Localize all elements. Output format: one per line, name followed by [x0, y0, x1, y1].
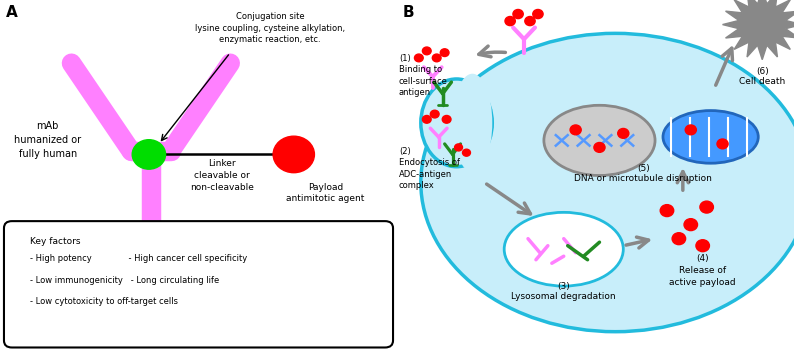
Text: (2)
Endocytosis of
ADC-antigen
complex: (2) Endocytosis of ADC-antigen complex — [399, 147, 460, 190]
Circle shape — [414, 54, 423, 62]
Circle shape — [525, 16, 535, 26]
Circle shape — [684, 219, 697, 231]
Ellipse shape — [453, 74, 492, 172]
Circle shape — [700, 201, 714, 213]
Circle shape — [513, 9, 523, 19]
Ellipse shape — [421, 33, 794, 332]
Circle shape — [132, 140, 165, 169]
Circle shape — [432, 54, 441, 62]
Text: (1)
Binding to
cell-surface
antigen: (1) Binding to cell-surface antigen — [399, 54, 448, 97]
Circle shape — [422, 115, 431, 123]
Text: Linker
cleavable or
non-cleavable: Linker cleavable or non-cleavable — [191, 159, 254, 192]
Text: - Low cytotoxicity to off-target cells: - Low cytotoxicity to off-target cells — [30, 297, 178, 306]
Text: (4)
Release of
active payload: (4) Release of active payload — [669, 254, 736, 286]
Text: Conjugation site
lysine coupling, cysteine alkylation,
enzymatic reaction, etc.: Conjugation site lysine coupling, cystei… — [195, 12, 345, 44]
Text: Payload
antimitotic agent: Payload antimitotic agent — [287, 183, 364, 204]
Text: mAb
humanized or
fully human: mAb humanized or fully human — [14, 121, 81, 159]
Circle shape — [696, 240, 710, 252]
Circle shape — [505, 16, 515, 26]
Text: - High potency              - High cancer cell specificity: - High potency - High cancer cell specif… — [30, 254, 247, 264]
Circle shape — [570, 125, 581, 135]
Ellipse shape — [504, 212, 623, 286]
Circle shape — [661, 205, 673, 217]
Circle shape — [440, 49, 449, 57]
Text: - Low immunogenicity   - Long circulating life: - Low immunogenicity - Long circulating … — [30, 276, 219, 285]
Circle shape — [618, 128, 629, 138]
Ellipse shape — [663, 111, 758, 163]
Text: (6)
Cell death: (6) Cell death — [739, 67, 785, 86]
Text: Key factors: Key factors — [30, 237, 80, 246]
Polygon shape — [723, 0, 794, 60]
FancyBboxPatch shape — [4, 221, 393, 347]
Circle shape — [594, 143, 605, 152]
Text: A: A — [6, 5, 17, 20]
Circle shape — [685, 125, 696, 135]
Text: B: B — [403, 5, 414, 20]
Circle shape — [442, 115, 451, 123]
Circle shape — [454, 144, 462, 151]
Circle shape — [533, 9, 543, 19]
Circle shape — [430, 110, 439, 118]
Circle shape — [422, 47, 431, 55]
Text: (3)
Lysosomal degradation: (3) Lysosomal degradation — [511, 282, 616, 301]
Circle shape — [462, 149, 470, 156]
Circle shape — [672, 233, 686, 245]
Circle shape — [273, 136, 314, 173]
Text: (5)
DNA or microtubule disruption: (5) DNA or microtubule disruption — [574, 164, 712, 184]
Ellipse shape — [544, 105, 655, 176]
Circle shape — [717, 139, 728, 149]
Ellipse shape — [421, 79, 492, 167]
